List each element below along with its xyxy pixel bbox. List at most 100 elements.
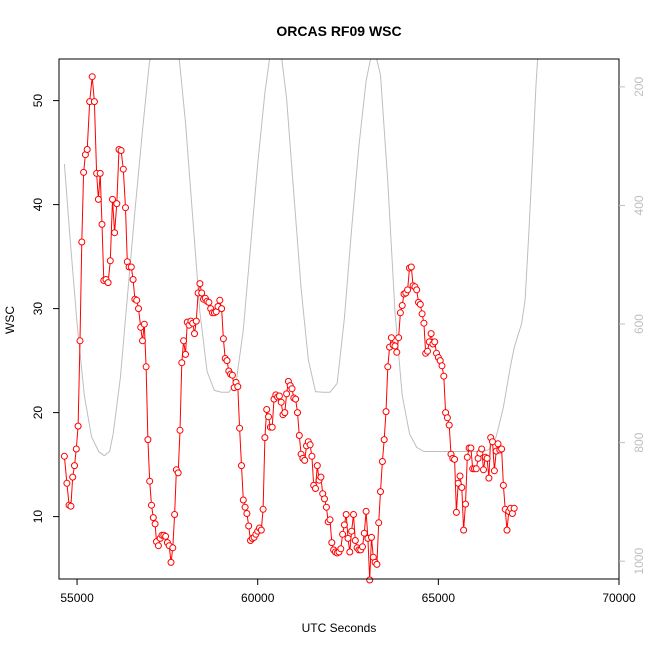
wsc-point [377,488,384,496]
y-tick-label: 50 [31,94,45,108]
wsc-point [178,359,186,367]
wsc-point [458,484,466,491]
wsc-point [191,330,198,338]
wsc-point [344,534,352,542]
wsc-point [373,560,381,568]
wsc-point [460,526,468,534]
wsc-point [234,383,242,391]
wsc-point [375,519,383,527]
x-tick-label: 55000 [60,591,94,605]
wsc-point [223,357,231,365]
wsc-point [350,511,357,518]
wsc-point [413,286,421,294]
wsc-point [119,165,127,173]
plot-frame [58,58,620,580]
wsc-point [499,481,507,489]
wsc-point [148,501,155,509]
wsc-series [60,73,518,584]
wsc-point [321,495,328,503]
wsc-point [154,542,162,550]
wsc-point [67,502,75,510]
wsc-point [467,444,475,452]
wsc-point [490,467,498,475]
wsc-point [326,516,334,524]
wsc-point [396,309,404,317]
wsc-point [174,469,182,477]
wsc-point [387,334,395,342]
wsc-point [337,545,345,553]
wsc-point [117,147,125,154]
wsc-point [328,539,336,547]
wsc-point [236,424,244,432]
x-tick-label: 60000 [241,591,275,605]
wsc-point [478,445,486,453]
wsc-point [378,458,386,465]
wsc-point [348,527,356,535]
wsc-point [317,473,325,481]
wsc-point [113,200,121,208]
wsc-point [198,289,206,297]
wsc-point [109,195,116,203]
wsc-point [228,371,236,379]
wsc-point [395,334,403,342]
wsc-point [418,310,426,318]
wsc-point [424,347,431,355]
wsc-point [277,398,285,406]
wsc-point [74,422,82,430]
wsc-point [122,204,129,212]
wsc-point [351,537,359,544]
wsc-point [451,455,459,463]
pressure-line [63,59,539,457]
wsc-point [312,485,319,492]
wsc-point [494,440,502,448]
wsc-point [265,413,272,421]
wsc-point [398,302,406,309]
wsc-point [135,305,142,313]
wsc-point [431,338,439,346]
wsc-point [462,500,469,508]
wsc-point [275,392,283,400]
wsc-point [146,477,154,485]
wsc-point [259,505,267,513]
wsc-point [94,195,102,203]
wsc-point [176,426,184,434]
wsc-point [139,337,146,345]
wsc-point [88,73,96,81]
wsc-point [416,300,424,308]
y2-tick-label: 200 [632,77,646,97]
wsc-point [205,298,213,306]
wsc-point [133,296,141,304]
wsc-point [60,452,68,460]
wsc-point [382,408,390,416]
wsc-point [452,508,460,516]
wsc-point [218,305,226,313]
wsc-point [342,511,350,518]
y2-tick-label: 400 [632,195,646,215]
wsc-point [404,286,412,294]
wsc-point [69,473,77,481]
y2-tick-label: 600 [632,314,646,334]
wsc-point [380,436,388,444]
wsc-point [171,511,179,518]
wsc-point [83,146,91,153]
wsc-point [149,514,157,522]
chart-title: ORCAS RF09 WSC [276,23,401,39]
wsc-point [90,98,98,106]
y-tick-label: 40 [31,198,45,212]
wsc-point [366,576,374,584]
wsc-point [438,362,446,370]
wsc-point [427,330,435,338]
x-tick-label: 65000 [422,591,456,605]
wsc-point [216,296,224,304]
wsc-point [76,337,84,345]
wsc-point [498,445,506,453]
wsc-point [485,474,493,482]
wsc-point [359,543,366,551]
wsc-point [96,169,104,177]
y-axis-label: WSC [3,306,17,334]
wsc-point [268,423,276,431]
wsc-point [463,453,471,461]
wsc-point [238,462,245,470]
wsc-point [313,462,321,470]
